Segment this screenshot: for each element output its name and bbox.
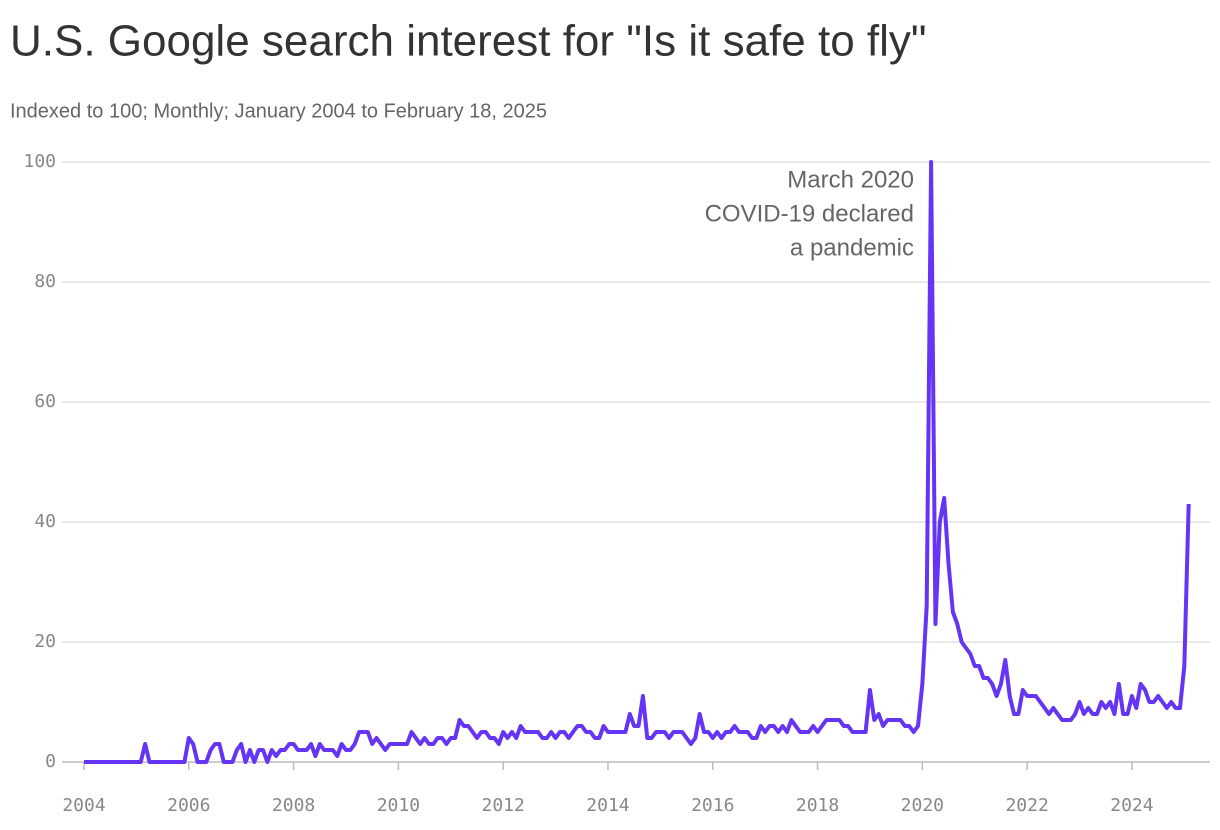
chart-subtitle: Indexed to 100; Monthly; January 2004 to…: [10, 100, 547, 122]
y-tick-label: 60: [34, 391, 56, 412]
line: [84, 160, 1191, 764]
annotation: a pandemic: [790, 234, 914, 261]
y-tick-label: 100: [23, 151, 56, 172]
x-tick-label: 2022: [1005, 795, 1048, 816]
x-tick-label: 2014: [586, 795, 629, 816]
x-tick-label: 2018: [796, 795, 839, 816]
x-tick-label: 2008: [272, 795, 315, 816]
x-tick-label: 2024: [1110, 795, 1153, 816]
x-tick-label: 2010: [377, 795, 420, 816]
x-tick-label: 2012: [481, 795, 524, 816]
y-tick-label: 0: [45, 751, 56, 772]
y-tick-label: 20: [34, 631, 56, 652]
annotation: March 2020: [787, 166, 914, 193]
y-tick-label: 80: [34, 271, 56, 292]
annotation: COVID-19 declared: [705, 200, 914, 227]
y-tick-label: 40: [34, 511, 56, 532]
x-tick-label: 2006: [167, 795, 210, 816]
chart-title: U.S. Google search interest for "Is it s…: [10, 17, 927, 66]
x-tick-label: 2016: [691, 795, 734, 816]
x-tick-label: 2020: [901, 795, 944, 816]
x-tick-label: 2004: [62, 795, 105, 816]
